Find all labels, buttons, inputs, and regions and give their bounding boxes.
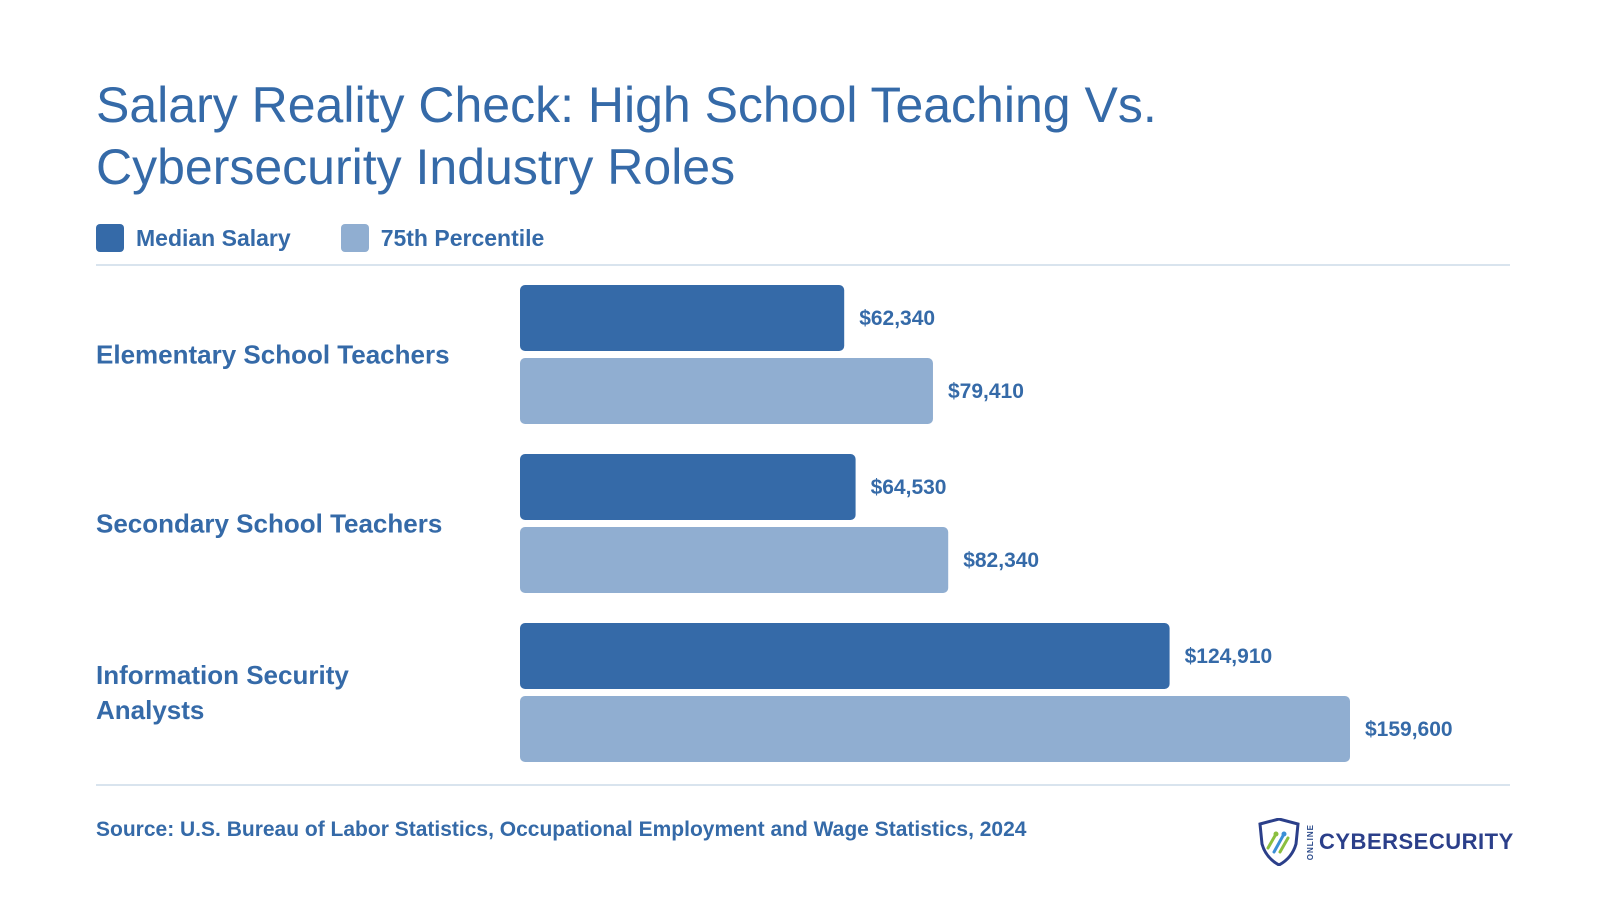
shield-icon [1258,818,1300,866]
value-label: $64,530 [871,476,947,499]
source-note: Source: U.S. Bureau of Labor Statistics,… [96,818,1027,841]
category-label: Elementary School Teachers [96,340,450,370]
bottom-divider [96,784,1510,786]
legend: Median Salary 75th Percentile [96,224,544,252]
category-label: Secondary School Teachers [96,509,442,539]
legend-swatch-median [96,224,124,252]
legend-item-75th: 75th Percentile [340,224,545,252]
logo-wordmark: CYBERSECURITY [1319,829,1514,854]
legend-item-median: Median Salary [96,224,291,252]
top-divider [96,264,1510,266]
bar-median [520,623,1170,689]
chart-title: Salary Reality Check: High School Teachi… [96,77,1157,195]
legend-label-75th: 75th Percentile [380,224,545,251]
logo-small-text: ONLINE [1306,823,1315,861]
value-label: $82,340 [963,549,1039,572]
bar-75th-percentile [520,527,949,593]
bar-75th-percentile [520,696,1350,762]
value-label: $124,910 [1185,645,1273,668]
bar-75th-percentile [520,358,933,424]
legend-label-median: Median Salary [136,224,291,251]
legend-swatch-75th [340,224,369,252]
bar-median [520,454,856,520]
value-label: $159,600 [1365,718,1453,741]
bar-median [520,285,845,351]
value-label: $79,410 [948,380,1024,403]
category-label: Information Security Analysts [96,660,349,725]
value-label: $62,340 [859,307,935,330]
logo: ONLINE CYBERSECURITY [1256,818,1514,866]
